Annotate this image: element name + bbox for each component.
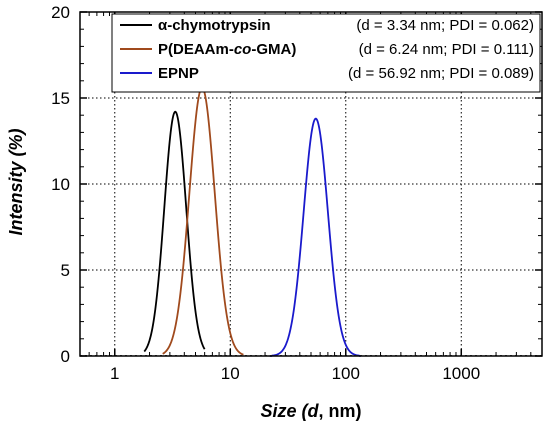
series-lines (80, 86, 542, 357)
legend-label-part: co (234, 41, 252, 58)
y-tick-label: 0 (61, 347, 70, 366)
series-line-1 (162, 86, 244, 356)
legend-stats-0: (d = 3.34 nm; PDI = 0.062) (356, 17, 534, 34)
legend-stats-1: (d = 6.24 nm; PDI = 0.111) (359, 41, 534, 58)
tick-labels: 1 10 100 1000 0 5 10 15 20 (51, 3, 480, 383)
y-tick-label: 15 (51, 89, 70, 108)
legend-label-part: EPNP (158, 65, 199, 82)
x-tick-label: 100 (332, 364, 360, 383)
x-axis-label-italic: d (308, 401, 320, 421)
legend-label-part: -GMA) (251, 41, 296, 58)
y-tick-label: 5 (61, 261, 70, 280)
x-tick-label: 10 (221, 364, 240, 383)
legend-label-1: P(DEAAm-co-GMA) (158, 41, 296, 58)
series-line-0 (143, 110, 206, 353)
x-axis-label-suffix: , nm) (319, 401, 362, 421)
x-axis-label-prefix: Size ( (260, 401, 309, 421)
legend-label-part: P(DEAAm- (158, 41, 234, 58)
y-axis-label: Intensity (%) (6, 128, 26, 235)
y-tick-label: 10 (51, 175, 70, 194)
x-axis-label: Size (d, nm) (260, 401, 361, 421)
y-tick-label: 20 (51, 3, 70, 22)
legend-label-2: EPNP (158, 65, 199, 82)
legend-box (111, 13, 541, 93)
x-tick-label: 1000 (442, 364, 480, 383)
x-tick-label: 1 (110, 364, 119, 383)
legend-stats-2: (d = 56.92 nm; PDI = 0.089) (348, 65, 534, 82)
legend-label-0: α-chymotrypsin (158, 17, 271, 34)
legend: α-chymotrypsin (d = 3.34 nm; PDI = 0.062)… (111, 13, 541, 93)
series-line-2 (269, 117, 361, 357)
legend-label-part: α-chymotrypsin (158, 17, 271, 34)
